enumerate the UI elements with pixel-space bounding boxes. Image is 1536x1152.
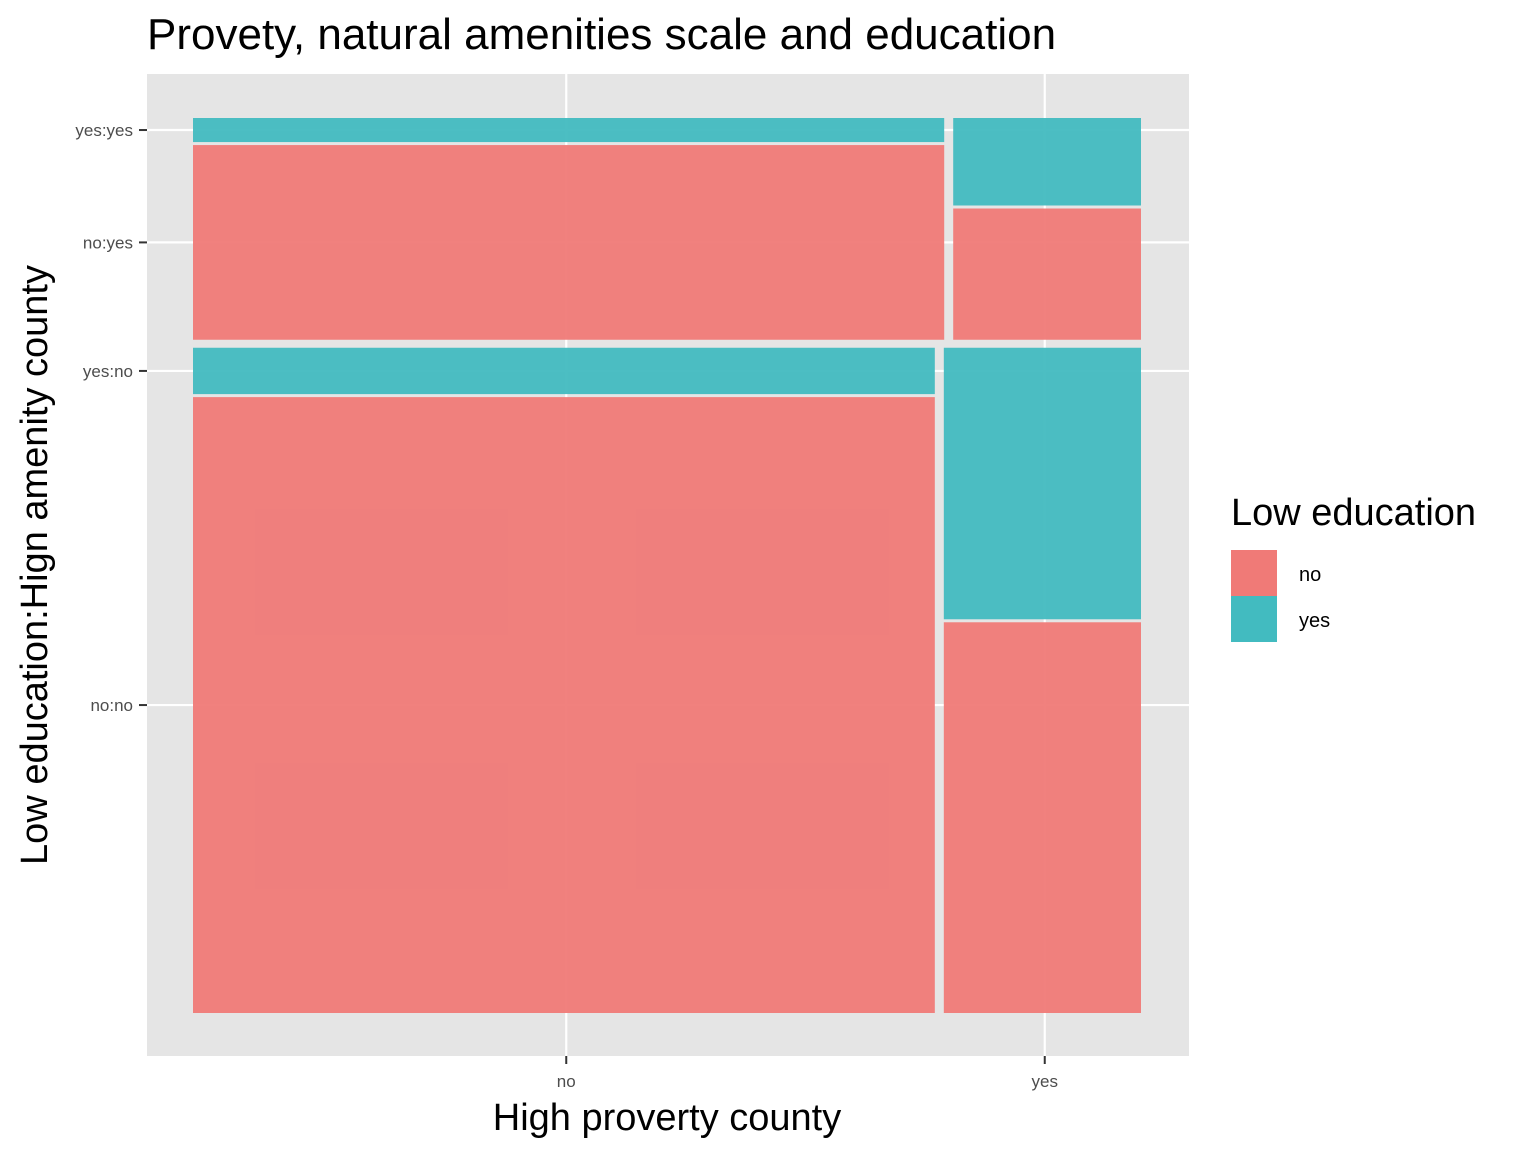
legend-swatch-no <box>1231 550 1277 596</box>
legend-label-no: no <box>1299 564 1321 586</box>
tile-amenity-yes-poverty-yes-edu-yes <box>953 118 1141 206</box>
x-axis-ticks: no yes <box>557 1056 1058 1091</box>
x-tick-label-no: no <box>557 1072 576 1091</box>
y-tick-label-no-yes: no:yes <box>83 233 133 252</box>
tile-amenity-yes-poverty-no-edu-yes <box>193 118 945 143</box>
legend-swatch-yes <box>1231 596 1277 642</box>
y-tick-label-yes-yes: yes:yes <box>75 121 133 140</box>
tile-amenity-no-poverty-no-edu-yes <box>193 347 935 395</box>
legend-title: Low education <box>1231 492 1476 534</box>
mosaic-tiles <box>193 118 1141 1013</box>
y-tick-label-no-no: no:no <box>90 696 133 715</box>
x-tick-label-yes: yes <box>1032 1072 1058 1091</box>
y-axis-title: Low education:Hign amenity county <box>14 265 56 865</box>
chart-title: Provety, natural amenities scale and edu… <box>147 10 1056 59</box>
x-axis-title: High proverty county <box>493 1097 842 1139</box>
tile-amenity-no-poverty-no-edu-no <box>193 397 935 1013</box>
legend-label-yes: yes <box>1299 610 1330 632</box>
tile-amenity-no-poverty-yes-edu-yes <box>943 347 1141 620</box>
tile-amenity-yes-poverty-yes-edu-no <box>953 208 1141 340</box>
y-axis-ticks: no:no yes:no no:yes yes:yes <box>75 121 147 715</box>
tile-amenity-no-poverty-yes-edu-no <box>943 622 1141 1013</box>
tile-amenity-yes-poverty-no-edu-no <box>193 145 945 340</box>
y-tick-label-yes-no: yes:no <box>83 362 133 381</box>
legend: Low education no yes <box>1231 492 1476 642</box>
